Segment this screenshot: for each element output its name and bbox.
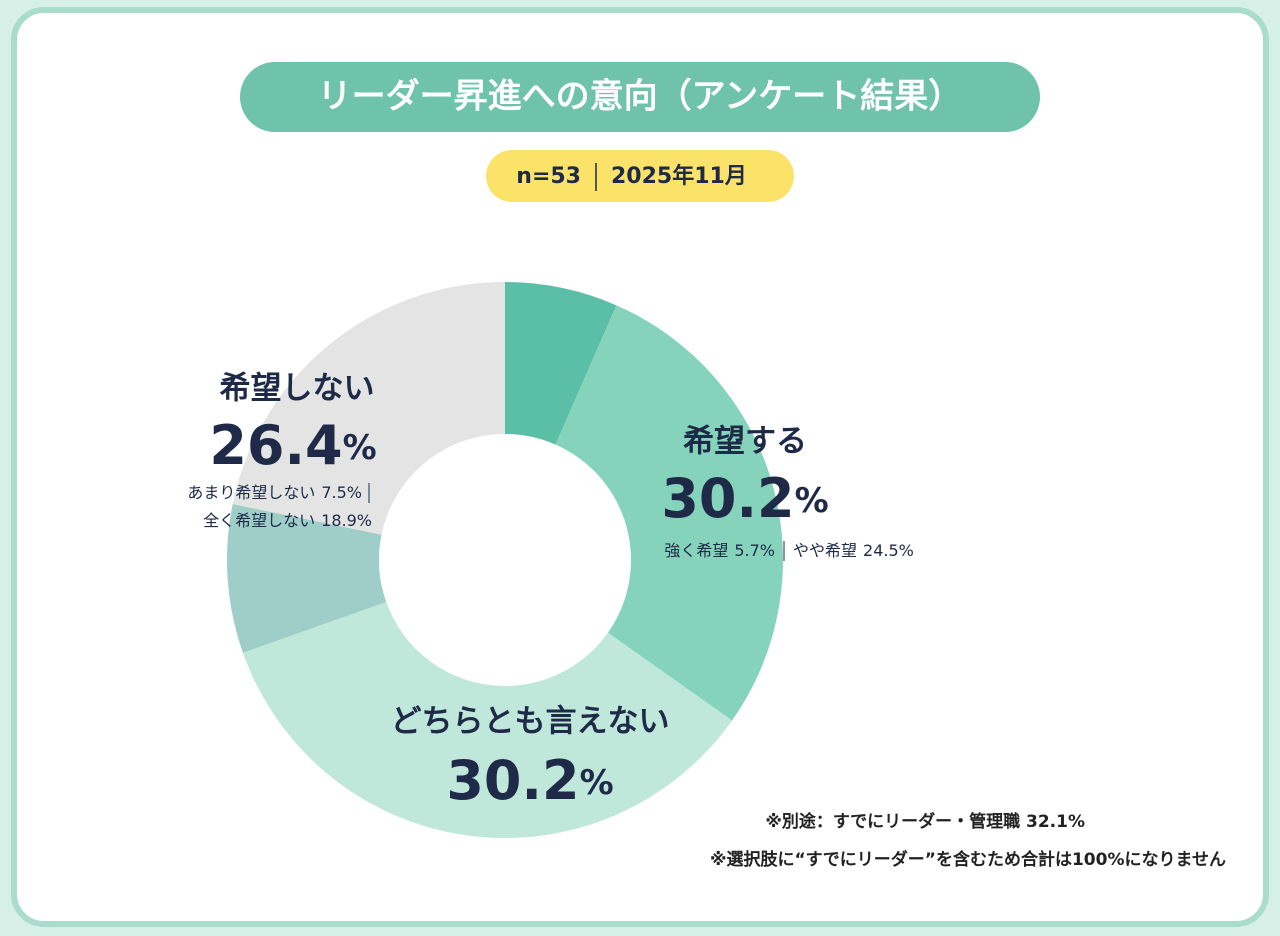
donut-segment — [505, 282, 617, 445]
donut-segment — [227, 504, 387, 653]
segment-name: あまり希望しない — [187, 483, 315, 502]
note: ※別途：すでにリーダー・管理職 32.1% — [765, 811, 1085, 832]
group-label: 希望しない — [220, 371, 375, 407]
donut-segment — [232, 282, 505, 535]
survey-date: 2025年11月 — [611, 163, 747, 189]
segment-value: 18.9% — [321, 511, 372, 530]
segment-big-value: 30.2% — [446, 749, 613, 812]
subtitle-pill — [486, 150, 794, 202]
segment-detail: やや希望 24.5% — [793, 541, 914, 560]
group-value: 30.2% — [661, 467, 828, 530]
segment-name: やや希望 — [793, 541, 857, 560]
title-pill — [240, 62, 1040, 132]
chart-title: リーダー昇進への意向（アンケート結果） — [318, 77, 963, 117]
segment-value: 7.5% — [321, 483, 362, 502]
segment-detail: 強く希望 5.7% — [664, 541, 775, 560]
note: ※選択肢に“すでにリーダー”を含むため合計は100%になりません — [710, 849, 1226, 870]
segment-name: 強く希望 — [664, 541, 728, 560]
group-label: 希望する — [683, 424, 807, 460]
donut — [227, 282, 783, 839]
group-value: 26.4% — [209, 414, 376, 477]
segment-label: どちらとも言えない — [391, 704, 670, 740]
donut-segment — [555, 305, 783, 721]
segment-detail: 全く希望しない 18.9% — [203, 511, 372, 530]
donut-segment — [242, 602, 733, 839]
segment-value: 24.5% — [863, 541, 914, 560]
segment-value: 5.7% — [734, 541, 775, 560]
sample-size: n=53 — [516, 164, 581, 189]
segment-name: 全く希望しない — [203, 511, 315, 530]
segment-detail: あまり希望しない 7.5% — [187, 483, 362, 502]
